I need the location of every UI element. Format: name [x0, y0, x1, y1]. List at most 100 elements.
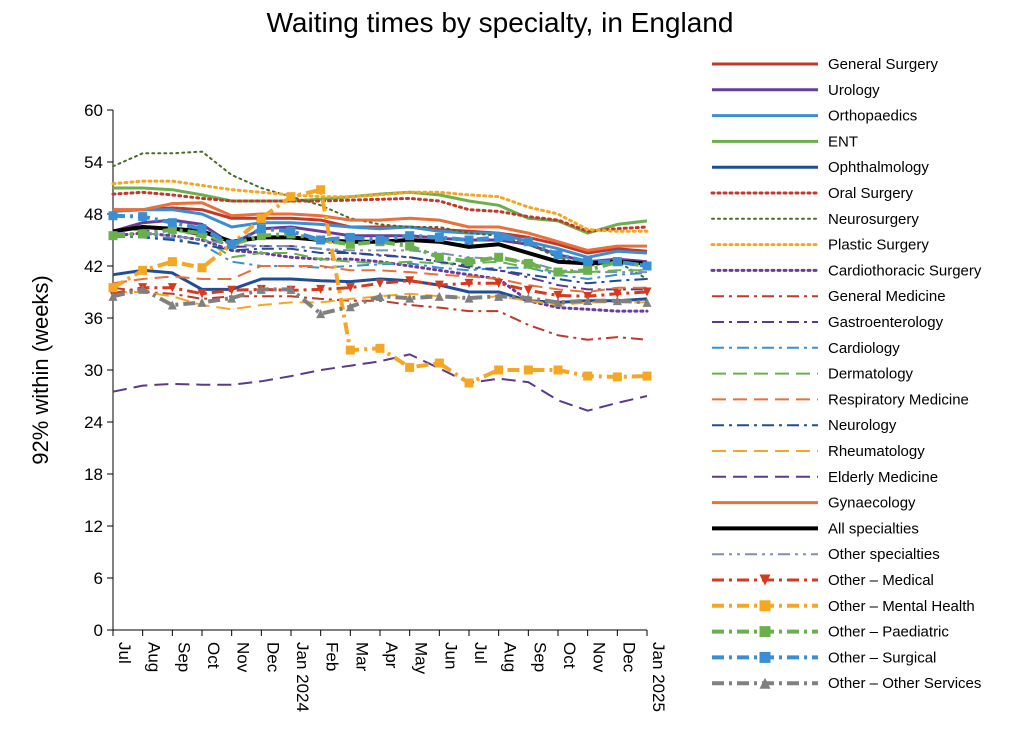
legend-item-respiratory-medicine: Respiratory Medicine	[712, 391, 969, 408]
data-point-other-other-services	[405, 293, 415, 303]
data-point-other-paediatric	[464, 257, 474, 267]
x-tick-label: Jul	[471, 642, 490, 664]
legend-item-plastic-surgery: Plastic Surgery	[710, 237, 929, 254]
x-tick-label: Sep	[530, 642, 549, 672]
data-point-other-surgical	[138, 212, 148, 222]
legend-marker	[759, 600, 771, 612]
x-tick-label: Nov	[234, 642, 253, 673]
y-tick-label: 60	[84, 101, 103, 120]
x-tick-label: Jun	[441, 642, 460, 669]
legend-label: Cardiology	[828, 340, 900, 357]
data-point-other-paediatric	[405, 241, 415, 251]
data-point-other-medical	[316, 284, 326, 294]
x-tick-label: Jan 2025	[649, 642, 668, 712]
data-point-other-other-services	[227, 293, 237, 303]
x-tick-label: Dec	[619, 642, 638, 673]
data-point-other-medical	[612, 289, 622, 299]
data-point-other-other-services	[375, 291, 385, 301]
series-line-plastic-surgery	[111, 179, 649, 233]
data-point-other-mental-health	[523, 365, 533, 375]
series-gynaecology	[113, 201, 647, 252]
data-point-other-surgical	[197, 224, 207, 234]
legend-item-neurosurgery: Neurosurgery	[711, 211, 919, 228]
x-tick-label: Oct	[204, 642, 223, 669]
series-respiratory-medicine	[112, 265, 647, 293]
y-axis-label: 92% within (weeks)	[28, 275, 53, 465]
data-point-other-surgical	[612, 257, 622, 267]
series-other-other-services	[108, 284, 652, 319]
legend-item-ent: ENT	[712, 133, 858, 150]
data-point-other-medical	[167, 283, 177, 293]
data-point-other-mental-health	[642, 371, 652, 381]
data-point-other-paediatric	[256, 231, 266, 241]
legend-label: Dermatology	[828, 366, 914, 383]
data-point-other-mental-health	[464, 378, 474, 388]
legend-label: Other – Medical	[828, 572, 934, 589]
x-tick-label: Jul	[115, 642, 134, 664]
y-tick-label: 54	[84, 153, 103, 172]
data-point-other-surgical	[256, 224, 266, 234]
legend-item-rheumatology: Rheumatology	[712, 443, 925, 460]
series-orthopaedics	[112, 208, 648, 259]
data-point-other-surgical	[583, 257, 593, 267]
legend-item-cardiology: Cardiology	[712, 340, 900, 357]
series-cardiothoracic-surgery	[111, 231, 649, 313]
data-point-other-medical	[375, 278, 385, 288]
legend-item-other-medical: Other – Medical	[712, 572, 934, 589]
legend-item-all-specialties: All specialties	[712, 520, 919, 537]
legend-item-other-mental-health: Other – Mental Health	[712, 598, 975, 615]
series-line-ent	[113, 186, 648, 235]
data-point-other-paediatric	[434, 252, 444, 262]
data-point-other-other-services	[108, 291, 118, 301]
data-point-other-mental-health	[138, 265, 148, 275]
legend-marker	[759, 574, 771, 586]
legend-item-ophthalmology: Ophthalmology	[712, 159, 929, 176]
legend-label: Gynaecology	[828, 495, 916, 512]
x-tick-label: Mar	[352, 642, 371, 672]
data-point-other-paediatric	[523, 258, 533, 268]
series-gastroenterology	[112, 228, 647, 291]
series-neurology	[112, 234, 648, 285]
legend-label: Urology	[828, 82, 880, 99]
series-line-cardiothoracic-surgery	[111, 231, 649, 313]
data-point-other-mental-health	[375, 343, 385, 353]
data-point-other-paediatric	[108, 231, 118, 241]
x-tick-label: Jan 2024	[293, 642, 312, 712]
y-tick-label: 6	[94, 569, 103, 588]
series-elderly-medicine	[112, 353, 648, 412]
series-line-orthopaedics	[112, 208, 648, 259]
data-point-other-other-services	[167, 300, 177, 310]
data-point-other-surgical	[434, 232, 444, 242]
legend-label: Elderly Medicine	[828, 469, 938, 486]
data-point-other-mental-health	[345, 345, 355, 355]
data-point-other-mental-health	[434, 358, 444, 368]
data-point-other-medical	[227, 285, 237, 295]
data-point-other-other-services	[464, 293, 474, 303]
data-point-other-other-services	[494, 291, 504, 301]
data-point-other-medical	[345, 283, 355, 293]
data-point-other-other-services	[345, 302, 355, 312]
data-point-other-other-services	[583, 296, 593, 306]
data-point-other-other-services	[256, 284, 266, 294]
legend-label: Other – Mental Health	[828, 598, 975, 615]
legend-label: Oral Surgery	[828, 185, 914, 202]
legend-item-general-surgery: General Surgery	[712, 56, 939, 73]
data-point-other-paediatric	[138, 229, 148, 239]
data-point-other-mental-health	[167, 257, 177, 267]
x-tick-label: May	[412, 642, 431, 675]
data-point-other-mental-health	[108, 283, 118, 293]
y-tick-label: 48	[84, 205, 103, 224]
legend-label: Orthopaedics	[828, 108, 917, 125]
legend-item-orthopaedics: Orthopaedics	[712, 108, 917, 125]
legend-item-gastroenterology: Gastroenterology	[712, 314, 944, 331]
data-point-other-other-services	[642, 297, 652, 307]
legend-item-dermatology: Dermatology	[712, 366, 914, 383]
data-point-other-surgical	[494, 232, 504, 242]
legend-label: Neurology	[828, 417, 897, 434]
legend-label: Cardiothoracic Surgery	[828, 262, 982, 279]
data-point-other-mental-health	[256, 213, 266, 223]
series-plastic-surgery	[111, 179, 649, 233]
legend-label: Gastroenterology	[828, 314, 944, 331]
data-point-other-medical	[197, 289, 207, 299]
